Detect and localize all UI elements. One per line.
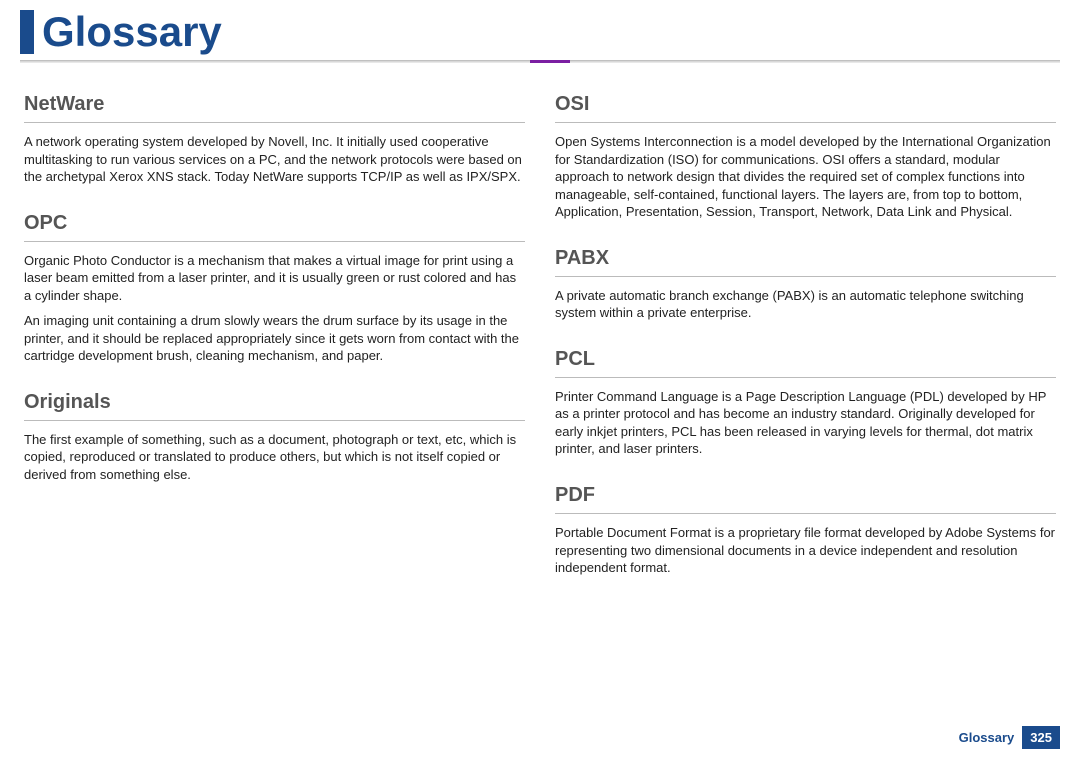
left-column: NetWare A network operating system develo… (24, 93, 525, 603)
header-underline (20, 60, 1060, 63)
glossary-definition: Open Systems Interconnection is a model … (555, 133, 1056, 221)
term-underline (555, 377, 1056, 378)
term-underline (555, 122, 1056, 123)
glossary-term: PDF (555, 484, 1056, 507)
glossary-definition: A network operating system developed by … (24, 133, 525, 186)
glossary-definition: The first example of something, such as … (24, 431, 525, 484)
glossary-term: NetWare (24, 93, 525, 116)
glossary-entry: PCL Printer Command Language is a Page De… (555, 348, 1056, 458)
header-accent-tick (530, 60, 570, 63)
term-underline (24, 122, 525, 123)
glossary-entry: OSI Open Systems Interconnection is a mod… (555, 93, 1056, 221)
glossary-entry: Originals The first example of something,… (24, 391, 525, 484)
glossary-entry: PDF Portable Document Format is a proprie… (555, 484, 1056, 577)
glossary-term: Originals (24, 391, 525, 414)
glossary-definition: Portable Document Format is a proprietar… (555, 524, 1056, 577)
glossary-entry: NetWare A network operating system develo… (24, 93, 525, 186)
term-underline (555, 513, 1056, 514)
page-title: Glossary (42, 8, 222, 56)
term-underline (24, 241, 525, 242)
footer-section-label: Glossary (959, 730, 1015, 745)
glossary-term: OSI (555, 93, 1056, 116)
glossary-definition: A private automatic branch exchange (PAB… (555, 287, 1056, 322)
term-underline (555, 276, 1056, 277)
right-column: OSI Open Systems Interconnection is a mod… (555, 93, 1056, 603)
glossary-term: OPC (24, 212, 525, 235)
glossary-term: PABX (555, 247, 1056, 270)
glossary-definition: Printer Command Language is a Page Descr… (555, 388, 1056, 458)
glossary-definition: Organic Photo Conductor is a mechanism t… (24, 252, 525, 305)
page-header: Glossary (0, 0, 1080, 56)
footer-page-number: 325 (1022, 726, 1060, 749)
glossary-definition: An imaging unit containing a drum slowly… (24, 312, 525, 365)
header-accent-bar (20, 10, 34, 54)
glossary-entry: PABX A private automatic branch exchange … (555, 247, 1056, 322)
glossary-entry: OPC Organic Photo Conductor is a mechanis… (24, 212, 525, 365)
term-underline (24, 420, 525, 421)
content-columns: NetWare A network operating system develo… (0, 63, 1080, 603)
page-footer: Glossary 325 (959, 726, 1060, 749)
glossary-term: PCL (555, 348, 1056, 371)
